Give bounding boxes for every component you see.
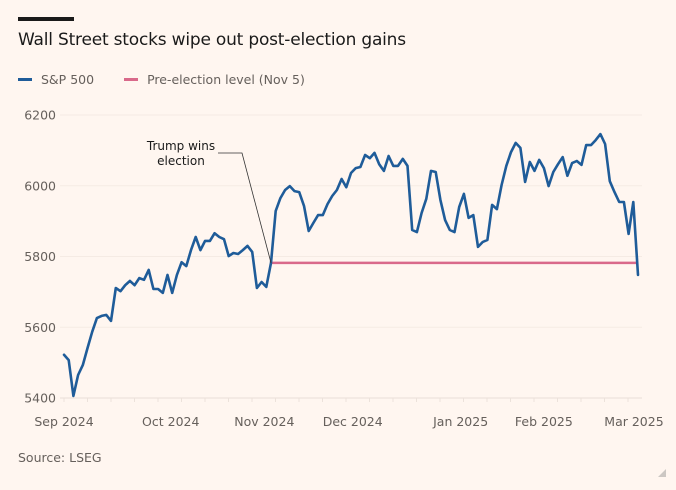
- sp500-line: [62, 132, 640, 398]
- chart-title: Wall Street stocks wipe out post-electio…: [18, 30, 406, 50]
- legend-label-sp500: S&P 500: [41, 72, 95, 87]
- y-tick-label: 6000: [24, 178, 56, 193]
- legend-swatch-sp500: [18, 78, 32, 81]
- resize-handle-icon[interactable]: [658, 469, 666, 477]
- x-tick-label: Oct 2024: [142, 414, 199, 429]
- header-rule: [18, 17, 74, 21]
- legend-label-pre-election: Pre-election level (Nov 5): [147, 72, 305, 87]
- x-tick-label: Nov 2024: [234, 414, 294, 429]
- series-layer: [62, 132, 640, 398]
- x-tick-label: Dec 2024: [323, 414, 383, 429]
- y-axis: 5400 5600 5800 6000 6200: [24, 108, 56, 406]
- legend-item-pre-election: Pre-election level (Nov 5): [124, 72, 305, 87]
- y-tick-label: 5400: [24, 391, 56, 406]
- y-tick-label: 5600: [24, 320, 56, 335]
- annotation-leader-line: [218, 152, 272, 264]
- legend-swatch-pre-election: [124, 78, 139, 81]
- gridlines: [60, 114, 642, 399]
- legend-item-sp500: S&P 500: [18, 72, 94, 87]
- x-tick-label: Mar 2025: [604, 414, 663, 429]
- annotation-text: Trump wins: [146, 139, 215, 153]
- x-tick-label: Sep 2024: [34, 414, 93, 429]
- x-tick-label: Feb 2025: [515, 414, 573, 429]
- source-note: Source: LSEG: [18, 450, 102, 465]
- x-axis: Sep 2024 Oct 2024 Nov 2024 Dec 2024 Jan 2025…: [34, 398, 664, 429]
- y-tick-label: 6200: [24, 108, 56, 123]
- y-tick-label: 5800: [24, 249, 56, 264]
- annotation-text: election: [157, 154, 205, 168]
- x-tick-label: Jan 2025: [432, 414, 488, 429]
- legend: S&P 500 Pre-election level (Nov 5): [18, 72, 335, 87]
